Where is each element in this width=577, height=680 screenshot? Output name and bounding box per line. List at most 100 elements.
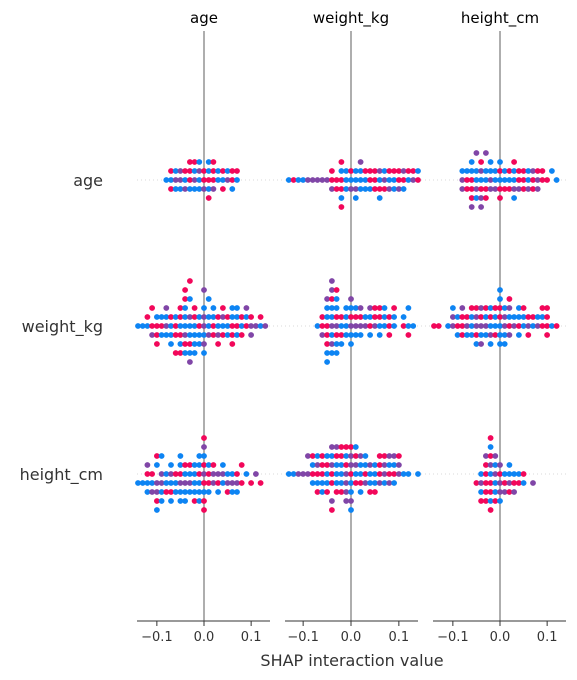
- shap-point: [372, 323, 378, 329]
- shap-point: [314, 471, 321, 477]
- shap-point: [333, 314, 340, 320]
- shap-point: [459, 177, 466, 183]
- shap-point: [492, 186, 499, 192]
- shap-point: [191, 332, 198, 338]
- shap-point: [257, 314, 264, 320]
- shap-point: [487, 305, 494, 311]
- shap-point: [187, 296, 193, 302]
- shap-point: [511, 168, 517, 174]
- shap-point: [285, 177, 292, 183]
- shap-point: [187, 480, 193, 486]
- shap-point: [506, 471, 513, 477]
- shap-point: [525, 332, 532, 338]
- shap-point: [497, 168, 503, 174]
- shap-point: [205, 471, 212, 477]
- shap-point: [357, 186, 364, 192]
- shap-point: [381, 480, 388, 486]
- shap-point: [492, 480, 499, 486]
- shap-point: [338, 453, 345, 459]
- shap-point: [468, 323, 475, 329]
- shap-point: [357, 323, 364, 329]
- shap-point: [177, 350, 184, 356]
- shap-point: [372, 489, 378, 495]
- shap-point: [243, 314, 250, 320]
- shap-point: [487, 507, 494, 513]
- shap-point: [352, 471, 359, 477]
- shap-point: [290, 177, 297, 183]
- shap-point: [348, 314, 354, 320]
- shap-point: [229, 323, 236, 329]
- shap-point: [224, 314, 231, 320]
- shap-point: [329, 177, 335, 183]
- shap-point: [229, 471, 236, 477]
- shap-point: [333, 462, 340, 468]
- shap-point: [459, 323, 466, 329]
- shap-point: [172, 480, 179, 486]
- shap-point: [333, 186, 340, 192]
- shap-point: [511, 480, 517, 486]
- shap-point: [338, 489, 345, 495]
- shap-point: [468, 168, 475, 174]
- shap-point: [229, 489, 236, 495]
- shap-point: [338, 341, 345, 347]
- shap-point: [478, 186, 484, 192]
- column-title: age: [190, 9, 218, 27]
- shap-point: [215, 332, 222, 338]
- shap-point: [405, 177, 412, 183]
- shap-point: [483, 453, 489, 459]
- shap-point: [295, 177, 302, 183]
- shap-point: [478, 323, 484, 329]
- shap-point: [539, 314, 546, 320]
- shap-point: [478, 195, 484, 201]
- shap-point: [201, 444, 207, 450]
- shap-point: [367, 186, 373, 192]
- shap-point: [367, 462, 373, 468]
- shap-point: [348, 323, 354, 329]
- shap-point: [352, 186, 359, 192]
- shap-point: [314, 489, 321, 495]
- shap-point: [454, 332, 461, 338]
- shap-point: [348, 177, 354, 183]
- shap-point: [187, 462, 193, 468]
- shap-point: [376, 305, 383, 311]
- shap-point: [172, 332, 179, 338]
- shap-point: [253, 471, 259, 477]
- shap-point: [229, 341, 236, 347]
- shap-point: [501, 489, 508, 495]
- shap-point: [381, 305, 388, 311]
- shap-point: [191, 314, 198, 320]
- shap-point: [478, 341, 484, 347]
- shap-point: [400, 186, 407, 192]
- shap-point: [501, 341, 508, 347]
- shap-point: [210, 332, 217, 338]
- shap-point: [324, 480, 330, 486]
- shap-point: [177, 462, 184, 468]
- shap-point: [506, 296, 513, 302]
- shap-point: [215, 323, 222, 329]
- shap-point: [497, 332, 503, 338]
- shap-point: [553, 323, 560, 329]
- shap-point: [478, 332, 484, 338]
- shap-point: [343, 480, 350, 486]
- shap-point: [338, 186, 345, 192]
- shap-point: [314, 462, 321, 468]
- shap-point: [367, 480, 373, 486]
- shap-point: [177, 314, 184, 320]
- shap-point: [201, 314, 207, 320]
- shap-point: [234, 480, 240, 486]
- shap-point: [357, 177, 364, 183]
- shap-point: [191, 350, 198, 356]
- shap-point: [234, 323, 240, 329]
- shap-point: [497, 296, 503, 302]
- shap-point: [333, 444, 340, 450]
- shap-point: [473, 150, 480, 156]
- shap-point: [220, 168, 226, 174]
- shap-point: [329, 287, 335, 293]
- shap-point: [530, 186, 536, 192]
- row-label: weight_kg: [22, 317, 103, 337]
- x-tick-label: 0.1: [537, 630, 558, 645]
- shap-point: [483, 498, 489, 504]
- shap-point: [205, 314, 212, 320]
- shap-point: [511, 489, 517, 495]
- shap-point: [205, 177, 212, 183]
